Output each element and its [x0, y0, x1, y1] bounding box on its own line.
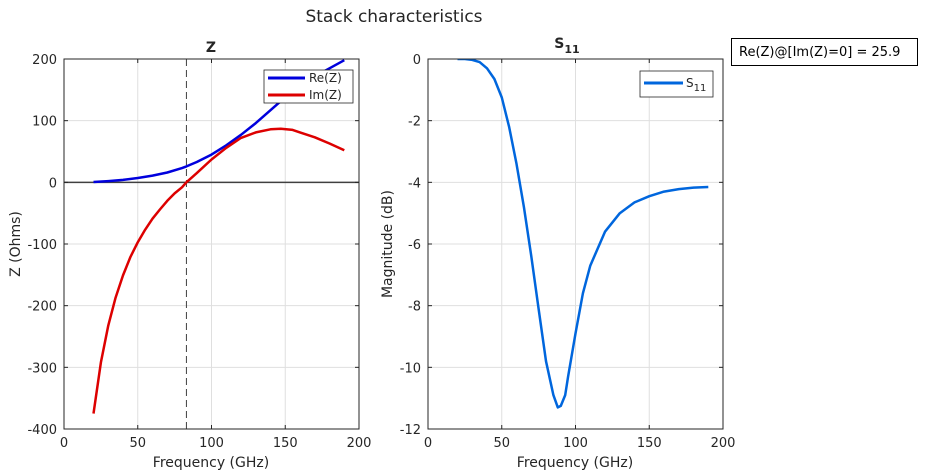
legend-label-re: Re(Z): [309, 71, 342, 85]
figure-suptitle: Stack characteristics: [305, 7, 482, 27]
axes-title: S11: [554, 36, 579, 56]
series-line-im-z-: [92, 127, 345, 414]
y-tick-label: 0: [413, 53, 421, 68]
annotation-box: Re(Z)@[Im(Z)=0] = 25.9: [731, 38, 918, 66]
legend-label-im: Im(Z): [309, 88, 342, 102]
x-tick-label: 100: [563, 436, 588, 451]
y-tick-label: -10: [400, 361, 421, 376]
x-tick-label: 100: [199, 436, 224, 451]
y-axis-label: Z (Ohms): [8, 211, 24, 277]
x-tick-label: 200: [347, 436, 372, 451]
s11-axes: 0 50 100 150 200 0 -2 -4 -6 -8 -10 -12 S11 Frequenc…: [380, 36, 735, 471]
tick-labels: 0 50 100 150 200 200 100 0 -100 -200 -300 -400: [27, 53, 371, 451]
legend: S11: [639, 70, 714, 98]
y-tick-label: 0: [49, 176, 57, 191]
y-tick-label: -400: [27, 423, 57, 438]
series-line-s: [457, 59, 709, 409]
impedance-axes: 0 50 100 150 200 200 100 0 -100 -200 -300 -400 Z Fr…: [8, 40, 371, 471]
y-axis-label: Magnitude (dB): [380, 190, 396, 298]
legend: Re(Z) Im(Z): [263, 69, 354, 104]
x-axis-label: Frequency (GHz): [153, 455, 269, 471]
annotation-text: Re(Z)@[Im(Z)=0] = 25.9: [739, 44, 901, 60]
y-tick-label: -2: [408, 115, 421, 130]
x-tick-label: 50: [129, 436, 146, 451]
tick-labels: 0 50 100 150 200 0 -2 -4 -6 -8 -10 -12: [400, 53, 736, 451]
y-tick-label: 200: [32, 53, 57, 68]
y-tick-label: -200: [27, 300, 57, 315]
y-tick-label: -12: [400, 423, 421, 438]
y-tick-label: -4: [408, 176, 421, 191]
x-tick-label: 150: [637, 436, 662, 451]
x-axis-label: Frequency (GHz): [517, 455, 633, 471]
y-tick-label: -100: [27, 238, 57, 253]
x-tick-label: 0: [424, 436, 432, 451]
legend-box: [263, 69, 354, 104]
x-tick-label: 0: [60, 436, 68, 451]
x-tick-label: 50: [493, 436, 510, 451]
y-tick-label: -300: [27, 361, 57, 376]
y-tick-label: -6: [408, 238, 421, 253]
axes-title: Z: [206, 40, 216, 56]
legend-label-s11: S11: [686, 76, 706, 94]
x-tick-label: 150: [273, 436, 298, 451]
x-tick-label: 200: [711, 436, 736, 451]
series-group: [457, 59, 709, 409]
y-tick-label: -8: [408, 300, 421, 315]
y-tick-label: 100: [32, 115, 57, 130]
